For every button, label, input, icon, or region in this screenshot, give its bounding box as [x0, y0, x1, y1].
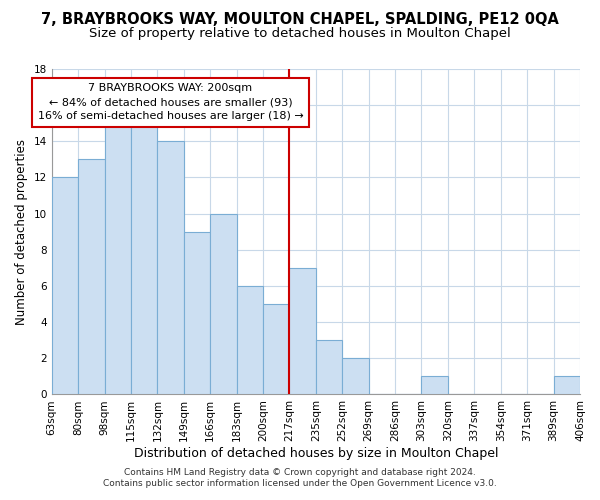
Text: Contains HM Land Registry data © Crown copyright and database right 2024.
Contai: Contains HM Land Registry data © Crown c…: [103, 468, 497, 487]
Bar: [184, 232, 210, 394]
Y-axis label: Number of detached properties: Number of detached properties: [15, 138, 28, 324]
Bar: [421, 376, 448, 394]
Bar: [263, 304, 289, 394]
Bar: [157, 142, 184, 394]
Bar: [316, 340, 342, 394]
Text: 7, BRAYBROOKS WAY, MOULTON CHAPEL, SPALDING, PE12 0QA: 7, BRAYBROOKS WAY, MOULTON CHAPEL, SPALD…: [41, 12, 559, 28]
Bar: [554, 376, 580, 394]
Text: Size of property relative to detached houses in Moulton Chapel: Size of property relative to detached ho…: [89, 28, 511, 40]
Bar: [131, 123, 157, 394]
Bar: [342, 358, 368, 394]
X-axis label: Distribution of detached houses by size in Moulton Chapel: Distribution of detached houses by size …: [134, 447, 498, 460]
Bar: [52, 178, 78, 394]
Bar: [104, 123, 131, 394]
Bar: [236, 286, 263, 395]
Text: 7 BRAYBROOKS WAY: 200sqm
← 84% of detached houses are smaller (93)
16% of semi-d: 7 BRAYBROOKS WAY: 200sqm ← 84% of detach…: [38, 84, 304, 122]
Bar: [289, 268, 316, 394]
Bar: [78, 160, 104, 394]
Bar: [210, 214, 236, 394]
